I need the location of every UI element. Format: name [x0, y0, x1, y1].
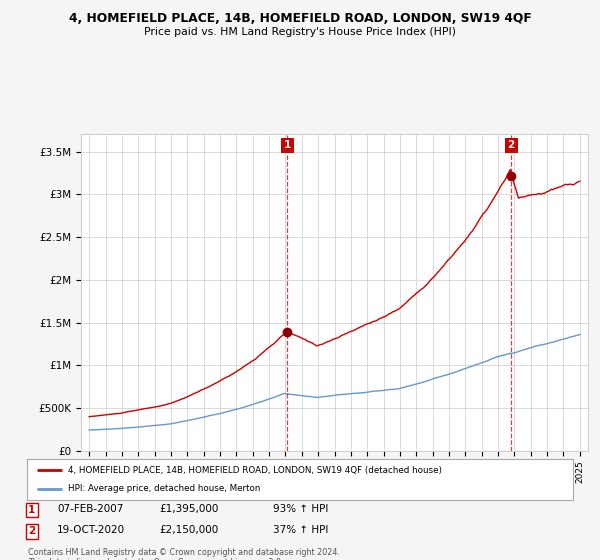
Text: HPI: Average price, detached house, Merton: HPI: Average price, detached house, Mert… [68, 484, 260, 493]
Text: 4, HOMEFIELD PLACE, 14B, HOMEFIELD ROAD, LONDON, SW19 4QF: 4, HOMEFIELD PLACE, 14B, HOMEFIELD ROAD,… [68, 12, 532, 25]
Text: 1: 1 [28, 505, 35, 515]
Text: 2: 2 [28, 526, 35, 536]
Text: 93% ↑ HPI: 93% ↑ HPI [273, 504, 328, 514]
Text: £2,150,000: £2,150,000 [159, 525, 218, 535]
Text: 37% ↑ HPI: 37% ↑ HPI [273, 525, 328, 535]
Text: 07-FEB-2007: 07-FEB-2007 [57, 504, 124, 514]
Text: £1,395,000: £1,395,000 [159, 504, 218, 514]
Text: Price paid vs. HM Land Registry's House Price Index (HPI): Price paid vs. HM Land Registry's House … [144, 27, 456, 37]
Text: Contains HM Land Registry data © Crown copyright and database right 2024.
This d: Contains HM Land Registry data © Crown c… [28, 548, 340, 560]
Text: 1: 1 [283, 141, 290, 151]
Text: 2: 2 [508, 141, 515, 151]
Text: 19-OCT-2020: 19-OCT-2020 [57, 525, 125, 535]
Text: 4, HOMEFIELD PLACE, 14B, HOMEFIELD ROAD, LONDON, SW19 4QF (detached house): 4, HOMEFIELD PLACE, 14B, HOMEFIELD ROAD,… [68, 465, 442, 474]
